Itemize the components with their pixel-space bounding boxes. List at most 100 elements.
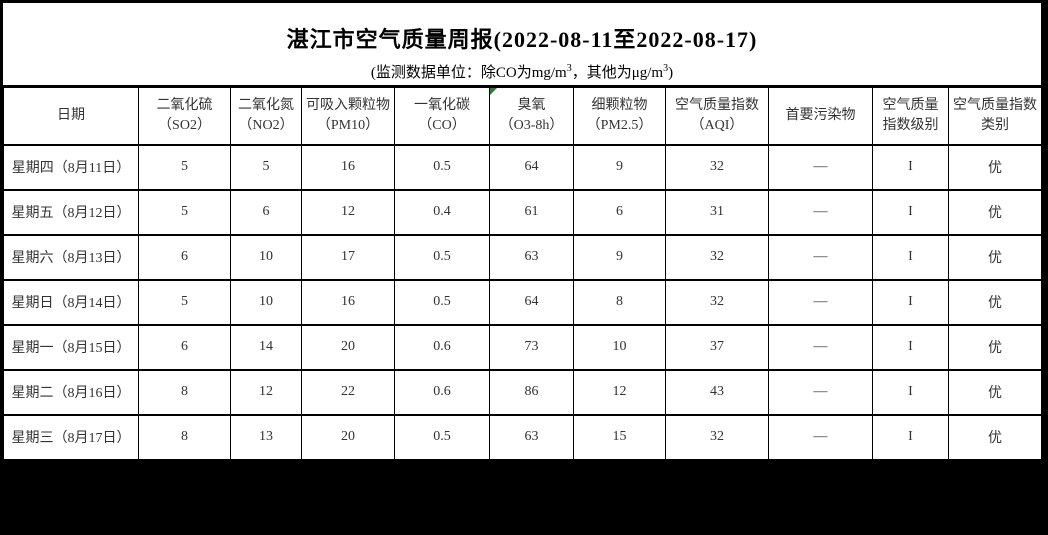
- cell-level: I: [872, 413, 949, 461]
- column-header-o3: 臭氧 （O3-8h）: [489, 85, 574, 146]
- cell-aqi: 32: [665, 233, 769, 281]
- column-header-line: （NO2）: [238, 117, 294, 133]
- cell-aqi: 31: [665, 188, 769, 236]
- cell-date: 星期四（8月11日）: [3, 143, 139, 191]
- table-row: 星期五（8月12日） 5 6 12 0.4 61 6 31— I 优: [3, 188, 1042, 236]
- cell-o3: 63: [489, 413, 574, 461]
- cell-aqi: 32: [665, 278, 769, 326]
- cell-co: 0.5: [394, 278, 490, 326]
- table-row: 星期一（8月15日） 6 14 20 0.6 73 10 37— I 优: [3, 323, 1042, 371]
- cell-pm25: 9: [573, 143, 666, 191]
- column-header-line: 一氧化碳: [414, 98, 470, 114]
- cell-co: 0.4: [394, 188, 490, 236]
- column-header-line: 细颗粒物: [591, 98, 648, 114]
- cell-so2: 5: [138, 143, 231, 191]
- cell-co: 0.5: [394, 413, 490, 461]
- cell-pm10: 22: [301, 368, 395, 416]
- subtitle-text: ，其他为μg/m: [571, 65, 664, 81]
- column-header-no2: 二氧化氮 （NO2）: [230, 85, 302, 146]
- cell-level: I: [872, 143, 949, 191]
- cell-level: I: [872, 233, 949, 281]
- table-row: 星期四（8月11日） 5 5 16 0.5 64 9 32— I 优: [3, 143, 1042, 191]
- column-header-line: （PM2.5）: [586, 117, 653, 133]
- column-header-level: 空气质量 指数级别: [872, 85, 949, 146]
- cell-primary: —: [768, 233, 873, 281]
- page-title: 湛江市空气质量周报(2022-08-11至2022-08-17): [286, 27, 758, 52]
- subtitle-superscript: 3: [566, 63, 572, 74]
- cell-so2: 5: [138, 278, 231, 326]
- column-header-primary: 首要污染物: [768, 85, 873, 146]
- column-header-line: （O3-8h）: [499, 117, 564, 133]
- cell-level: I: [872, 368, 949, 416]
- cell-so2: 6: [138, 323, 231, 371]
- cell-o3: 86: [489, 368, 574, 416]
- column-header-line: （CO）: [418, 117, 466, 133]
- column-header-line: （PM10）: [316, 117, 380, 133]
- cell-o3: 73: [489, 323, 574, 371]
- column-header-line: 日期: [57, 107, 85, 123]
- table-row: 星期六（8月13日） 6 10 17 0.5 63 9 32— I 优: [3, 233, 1042, 281]
- subtitle-text: ): [668, 65, 674, 81]
- cell-date: 星期五（8月12日）: [3, 188, 139, 236]
- column-header-line: （AQI）: [690, 117, 744, 133]
- cell-level: I: [872, 278, 949, 326]
- cell-primary: —: [768, 278, 873, 326]
- column-header-line: 可吸入颗粒物: [306, 98, 390, 114]
- cell-pm25: 6: [573, 188, 666, 236]
- cell-pm10: 12: [301, 188, 395, 236]
- cell-o3: 61: [489, 188, 574, 236]
- cell-category: 优: [948, 368, 1042, 416]
- cell-date: 星期六（8月13日）: [3, 233, 139, 281]
- cell-no2: 12: [230, 368, 302, 416]
- cell-no2: 5: [230, 143, 302, 191]
- cell-co: 0.5: [394, 143, 490, 191]
- table-row: 星期二（8月16日） 8 12 22 0.6 86 12 43— I 优: [3, 368, 1042, 416]
- air-quality-table: 日期 二氧化硫 （SO2） 二氧化氮 （NO2） 可吸入颗粒物 （PM10） 一氧化碳 （CO）…: [3, 85, 1042, 461]
- cell-o3: 63: [489, 233, 574, 281]
- column-header-line: 类别: [981, 117, 1009, 133]
- cell-no2: 6: [230, 188, 302, 236]
- cell-category: 优: [948, 413, 1042, 461]
- cell-pm25: 9: [573, 233, 666, 281]
- cell-co: 0.6: [394, 323, 490, 371]
- cell-so2: 8: [138, 413, 231, 461]
- cell-so2: 6: [138, 233, 231, 281]
- header-row: 日期 二氧化硫 （SO2） 二氧化氮 （NO2） 可吸入颗粒物 （PM10） 一氧化碳 （CO）…: [3, 85, 1042, 146]
- cell-so2: 5: [138, 188, 231, 236]
- cell-category: 优: [948, 323, 1042, 371]
- page-subtitle: (监测数据单位：除CO为mg/m3，其他为μg/m3): [3, 61, 1041, 82]
- column-header-line: 空气质量: [882, 98, 939, 114]
- column-header-co: 一氧化碳 （CO）: [394, 85, 490, 146]
- cell-pm25: 10: [573, 323, 666, 371]
- column-header-so2: 二氧化硫 （SO2）: [138, 85, 231, 146]
- report-sheet: 湛江市空气质量周报(2022-08-11至2022-08-17) (监测数据单位…: [3, 3, 1042, 461]
- subtitle-superscript: 3: [663, 63, 669, 74]
- cell-primary: —: [768, 143, 873, 191]
- cell-category: 优: [948, 278, 1042, 326]
- table-row: 星期三（8月17日） 8 13 20 0.5 63 15 32— I 优: [3, 413, 1042, 461]
- cell-aqi: 32: [665, 413, 769, 461]
- column-header-line: 臭氧: [517, 98, 546, 114]
- column-header-aqi: 空气质量指数 （AQI）: [665, 85, 769, 146]
- cell-category: 优: [948, 143, 1042, 191]
- cell-co: 0.5: [394, 233, 490, 281]
- cell-aqi: 37: [665, 323, 769, 371]
- cell-o3: 64: [489, 278, 574, 326]
- cell-pm10: 17: [301, 233, 395, 281]
- cell-pm25: 8: [573, 278, 666, 326]
- column-header-line: （SO2）: [158, 117, 211, 133]
- cell-date: 星期日（8月14日）: [3, 278, 139, 326]
- cell-primary: —: [768, 413, 873, 461]
- cell-aqi: 43: [665, 368, 769, 416]
- subtitle-text: (监测数据单位：除CO为mg/m: [370, 65, 567, 81]
- cell-date: 星期一（8月15日）: [3, 323, 139, 371]
- cell-date: 星期二（8月16日）: [3, 368, 139, 416]
- cell-date: 星期三（8月17日）: [3, 413, 139, 461]
- cell-no2: 10: [230, 278, 302, 326]
- cell-no2: 14: [230, 323, 302, 371]
- column-header-pm25: 细颗粒物 （PM2.5）: [573, 85, 666, 146]
- cell-no2: 10: [230, 233, 302, 281]
- column-header-line: 空气质量指数: [675, 98, 759, 114]
- cell-primary: —: [768, 368, 873, 416]
